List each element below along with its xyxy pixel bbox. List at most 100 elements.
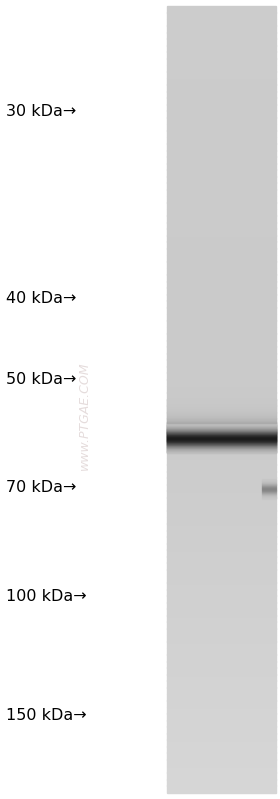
Bar (167, 405, 276, 412)
Bar (167, 714, 276, 721)
Bar (167, 628, 276, 635)
Bar (167, 104, 276, 111)
Bar (262, 495, 276, 496)
Bar (167, 445, 276, 447)
Bar (167, 779, 276, 786)
Bar (167, 143, 276, 150)
Bar (167, 441, 276, 442)
Text: 70 kDa→: 70 kDa→ (6, 480, 76, 495)
Bar (167, 435, 276, 436)
Bar (167, 450, 276, 451)
Bar (167, 450, 276, 451)
Bar (167, 681, 276, 688)
Bar (167, 426, 276, 427)
Bar (167, 428, 276, 429)
Bar (167, 372, 276, 380)
Bar (167, 433, 276, 434)
Bar (167, 720, 276, 727)
Bar (167, 438, 276, 439)
Bar (167, 430, 276, 431)
Bar (167, 427, 276, 428)
Bar (167, 58, 276, 66)
Bar (167, 582, 276, 590)
Bar (167, 429, 276, 430)
Bar (167, 530, 276, 537)
Bar (167, 241, 276, 248)
Bar (167, 65, 276, 72)
Bar (167, 32, 276, 39)
Bar (167, 333, 276, 340)
Bar (167, 503, 276, 511)
Bar (167, 38, 276, 46)
Bar (167, 595, 276, 602)
Bar (167, 320, 276, 328)
Bar (167, 435, 276, 436)
Bar (167, 491, 276, 498)
Bar (262, 479, 276, 480)
Bar (167, 149, 276, 157)
Bar (167, 423, 276, 424)
Bar (167, 562, 276, 570)
Bar (167, 84, 276, 92)
Bar (167, 446, 276, 447)
Bar (167, 759, 276, 766)
Bar (167, 634, 276, 642)
Bar (167, 615, 276, 622)
Bar (167, 215, 276, 223)
Bar (262, 496, 276, 497)
Bar (167, 440, 276, 441)
Bar (167, 437, 276, 438)
Bar (167, 427, 276, 429)
Bar (167, 423, 276, 424)
Bar (167, 451, 276, 452)
Bar (167, 431, 276, 432)
Bar (167, 447, 276, 448)
Bar (167, 442, 276, 443)
Bar (167, 124, 276, 131)
Bar (167, 268, 276, 275)
Bar (167, 739, 276, 747)
Bar (167, 439, 276, 440)
Bar (167, 536, 276, 543)
Bar (167, 427, 276, 428)
Bar (167, 12, 276, 19)
Bar (167, 327, 276, 334)
Bar (167, 452, 276, 453)
Bar (167, 444, 276, 445)
Bar (167, 700, 276, 707)
Bar (167, 447, 276, 449)
Bar (167, 435, 276, 437)
Bar (167, 648, 276, 655)
Bar (167, 429, 276, 430)
Bar (167, 91, 276, 98)
Bar (167, 608, 276, 616)
Bar (167, 433, 276, 435)
Bar (167, 432, 276, 433)
Bar (262, 491, 276, 492)
Bar (262, 483, 276, 484)
Bar (167, 667, 276, 674)
Bar (167, 575, 276, 583)
Bar (167, 424, 276, 426)
Bar (262, 494, 276, 495)
Bar (167, 448, 276, 450)
Bar (262, 497, 276, 499)
Bar (167, 602, 276, 609)
Bar (167, 556, 276, 563)
Bar (167, 248, 276, 256)
Bar (167, 196, 276, 203)
Bar (167, 280, 276, 288)
Bar (167, 706, 276, 714)
Bar (167, 458, 276, 465)
Bar (167, 443, 276, 444)
Bar (167, 438, 276, 445)
Bar (167, 423, 276, 425)
Text: 30 kDa→: 30 kDa→ (6, 105, 76, 119)
Bar (167, 517, 276, 524)
Bar (262, 480, 276, 481)
Text: 50 kDa→: 50 kDa→ (6, 372, 76, 387)
Bar (262, 484, 276, 485)
Bar (167, 589, 276, 596)
Bar (167, 442, 276, 443)
Bar (262, 492, 276, 493)
